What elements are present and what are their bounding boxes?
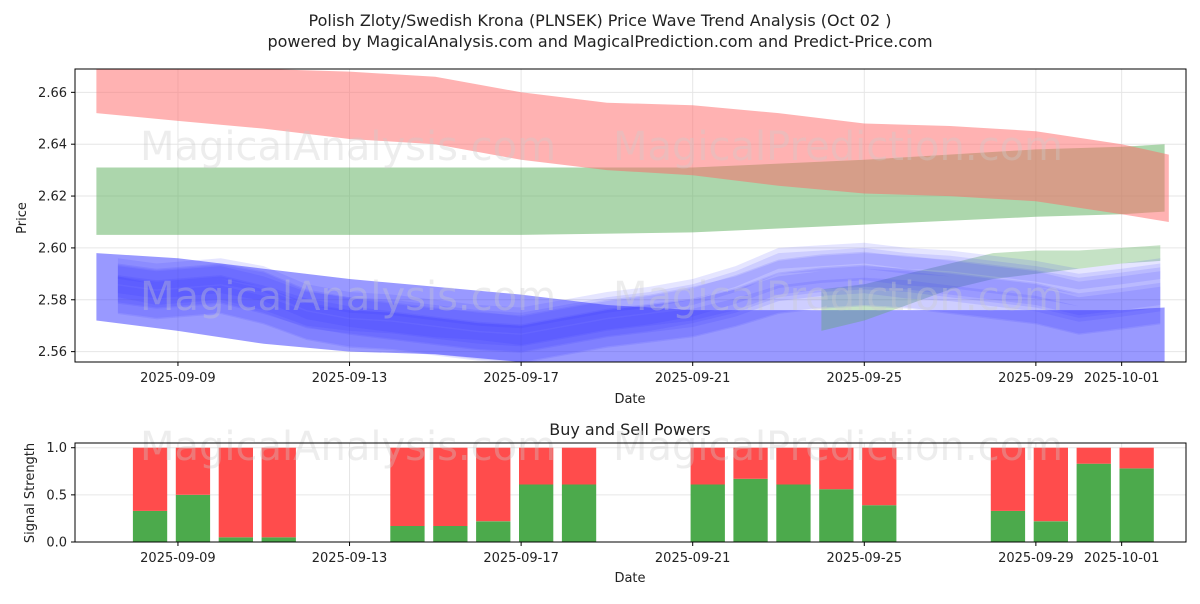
watermark-analysis-top: MagicalAnalysis.com bbox=[140, 124, 556, 170]
price-bands bbox=[96, 69, 1169, 362]
price-x-ticks: 2025-09-09 2025-09-13 2025-09-17 2025-09-21… bbox=[140, 362, 1159, 386]
green-wave-tail bbox=[821, 245, 1161, 331]
buy-power-bar bbox=[132, 510, 168, 542]
buy-power-bar bbox=[261, 537, 296, 542]
sell-power-bar bbox=[776, 447, 811, 485]
watermark-analysis-bottom: MagicalAnalysis.com bbox=[140, 424, 556, 470]
price-y-axis-label: Price bbox=[15, 202, 30, 234]
buy-power-bar bbox=[1033, 521, 1068, 542]
sell-power-bar bbox=[519, 447, 554, 485]
chart-title-line2: powered by MagicalAnalysis.com and Magic… bbox=[267, 32, 932, 51]
buy-power-bar bbox=[433, 526, 468, 542]
upper-red-band bbox=[96, 69, 1169, 222]
power-x-tick-label: 2025-09-21 bbox=[655, 551, 731, 566]
buy-power-bar bbox=[990, 510, 1026, 542]
sell-power-bar bbox=[690, 447, 725, 485]
price-y-ticks: 2.56 2.58 2.60 2.62 2.64 2.66 bbox=[38, 86, 75, 360]
power-y-tick-label: 0.5 bbox=[46, 488, 67, 503]
power-panel: Buy and Sell Powers MagicalAnalysis.com … bbox=[23, 420, 1187, 586]
sell-power-bar bbox=[561, 447, 597, 485]
buy-power-bar bbox=[690, 484, 725, 542]
price-x-tick-label: 2025-09-13 bbox=[312, 371, 388, 386]
price-y-tick-label: 2.66 bbox=[38, 86, 67, 101]
power-y-axis-label: Signal Strength bbox=[23, 443, 38, 543]
buy-power-bar bbox=[175, 494, 211, 542]
sell-power-bar bbox=[1119, 447, 1154, 469]
sell-power-bar bbox=[476, 447, 511, 522]
power-bars bbox=[132, 447, 1154, 542]
price-y-tick-label: 2.64 bbox=[38, 138, 67, 153]
power-x-tick-label: 2025-10-01 bbox=[1084, 551, 1160, 566]
watermark-prediction-bottom: MagicalPrediction.com bbox=[613, 424, 1063, 470]
sell-power-bar bbox=[175, 447, 211, 495]
buy-power-bar bbox=[1076, 463, 1111, 542]
sell-power-bar bbox=[433, 447, 468, 526]
sell-power-bar bbox=[390, 447, 425, 526]
sell-power-bar bbox=[862, 447, 897, 506]
power-y-ticks: 0.0 0.5 1.0 bbox=[46, 441, 75, 551]
price-y-tick-label: 2.56 bbox=[38, 345, 67, 360]
power-panel-title: Buy and Sell Powers bbox=[549, 420, 711, 439]
lower-blue-band bbox=[96, 253, 1165, 362]
price-y-tick-label: 2.58 bbox=[38, 293, 67, 308]
sell-power-bar bbox=[261, 447, 296, 538]
power-axes-frame bbox=[74, 442, 1187, 543]
blue-wave-6 bbox=[117, 253, 1161, 352]
price-x-tick-label: 2025-09-25 bbox=[827, 371, 903, 386]
blue-wave-2 bbox=[117, 251, 1161, 346]
buy-power-bar bbox=[862, 505, 897, 542]
buy-power-bar bbox=[819, 489, 854, 542]
price-y-tick-label: 2.62 bbox=[38, 190, 67, 205]
sell-power-bar bbox=[1076, 447, 1111, 464]
price-x-tick-label: 2025-09-09 bbox=[140, 371, 216, 386]
price-x-tick-label: 2025-09-21 bbox=[655, 371, 731, 386]
blue-wave-8 bbox=[117, 264, 1161, 353]
price-x-tick-label: 2025-10-01 bbox=[1084, 371, 1160, 386]
power-x-tick-label: 2025-09-17 bbox=[483, 551, 559, 566]
watermark-analysis-mid: MagicalAnalysis.com bbox=[140, 274, 556, 320]
power-y-tick-label: 0.0 bbox=[46, 536, 67, 551]
power-y-tick-label: 1.0 bbox=[46, 441, 67, 456]
power-x-tick-label: 2025-09-09 bbox=[140, 551, 216, 566]
sell-power-bar bbox=[990, 447, 1026, 511]
price-axes-frame bbox=[74, 68, 1187, 363]
sell-power-bar bbox=[1033, 447, 1068, 522]
chart-title-line1: Polish Zloty/Swedish Krona (PLNSEK) Pric… bbox=[309, 11, 892, 30]
price-x-tick-label: 2025-09-17 bbox=[483, 371, 559, 386]
sell-power-bar bbox=[819, 447, 854, 490]
buy-power-bar bbox=[733, 478, 768, 542]
buy-power-bar bbox=[218, 537, 253, 542]
price-panel: MagicalAnalysis.com MagicalPrediction.co… bbox=[15, 68, 1187, 407]
buy-power-bar bbox=[519, 484, 554, 542]
sell-power-bar bbox=[733, 447, 768, 479]
price-y-tick-label: 2.60 bbox=[38, 241, 67, 256]
buy-power-bar bbox=[476, 521, 511, 542]
power-x-tick-label: 2025-09-29 bbox=[998, 551, 1074, 566]
blue-wave-4 bbox=[117, 247, 1161, 334]
price-waves bbox=[117, 242, 1161, 362]
power-x-axis-label: Date bbox=[614, 571, 645, 586]
power-x-tick-label: 2025-09-25 bbox=[827, 551, 903, 566]
sell-power-bar bbox=[218, 447, 253, 538]
blue-wave-1 bbox=[117, 266, 1161, 347]
watermark-prediction-mid: MagicalPrediction.com bbox=[613, 274, 1063, 320]
power-x-ticks: 2025-09-09 2025-09-13 2025-09-17 2025-09-21… bbox=[140, 542, 1159, 566]
buy-power-bar bbox=[1119, 468, 1154, 542]
sell-power-bar bbox=[132, 447, 168, 511]
blue-wave-3 bbox=[117, 268, 1161, 362]
blue-wave-7 bbox=[117, 242, 1161, 329]
blue-wave-5 bbox=[117, 277, 1161, 362]
buy-power-bar bbox=[776, 484, 811, 542]
price-x-axis-label: Date bbox=[614, 392, 645, 407]
power-x-tick-label: 2025-09-13 bbox=[312, 551, 388, 566]
price-x-tick-label: 2025-09-29 bbox=[998, 371, 1074, 386]
buy-power-bar bbox=[390, 526, 425, 542]
buy-power-bar bbox=[561, 484, 597, 542]
watermark-prediction-top: MagicalPrediction.com bbox=[613, 124, 1063, 170]
